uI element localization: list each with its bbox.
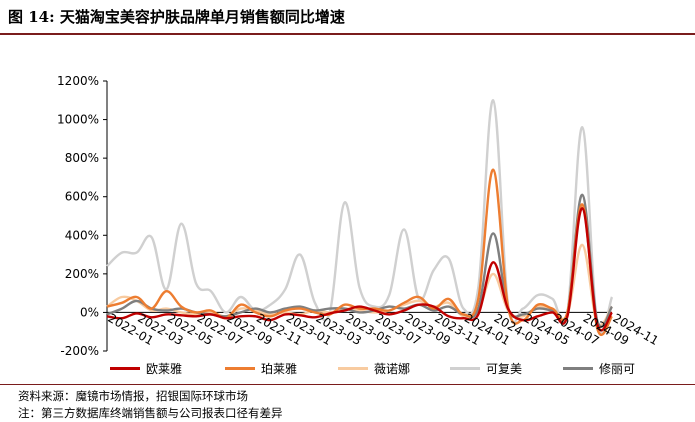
- y-tick-label: 1000%: [57, 113, 99, 127]
- y-tick-label: 800%: [65, 151, 99, 165]
- legend-item: 修丽可: [563, 360, 635, 377]
- legend-label: 珀莱雅: [261, 362, 298, 376]
- y-tick-label: 200%: [65, 267, 99, 281]
- legend-label: 可复美: [486, 362, 523, 376]
- y-tick-label: -200%: [60, 344, 99, 358]
- legend-item: 可复美: [450, 360, 522, 377]
- note-text: 注：第三方数据库终端销售额与公司报表口径有差异: [18, 406, 283, 420]
- legend-label: 修丽可: [599, 362, 636, 376]
- y-tick-label: 0%: [80, 305, 99, 319]
- footer-rule: [0, 384, 695, 385]
- legend-label: 薇诺娜: [374, 362, 411, 376]
- title-rule: [0, 33, 695, 35]
- figure-title: 图 14: 天猫淘宝美容护肤品牌单月销售额同比增速: [8, 8, 345, 26]
- legend-swatch: [225, 367, 255, 370]
- y-tick-label: 1200%: [57, 74, 99, 88]
- line-chart: 1200%1000%800%600%400%200%0%-200%2022-01…: [57, 74, 661, 358]
- legend-swatch: [563, 367, 593, 370]
- legend-swatch: [450, 367, 480, 370]
- legend-item: 珀莱雅: [225, 360, 297, 377]
- legend-item: 薇诺娜: [338, 360, 410, 377]
- y-tick-label: 400%: [65, 228, 99, 242]
- y-tick-label: 600%: [65, 190, 99, 204]
- legend-item: 欧莱雅: [110, 360, 182, 377]
- legend-label: 欧莱雅: [146, 362, 183, 376]
- legend-swatch: [110, 367, 140, 370]
- source-text: 资料来源：魔镜市场情报，招银国际环球市场: [18, 389, 248, 403]
- chart-legend: 欧莱雅 珀莱雅 薇诺娜 可复美 修丽可: [0, 360, 695, 380]
- legend-swatch: [338, 367, 368, 370]
- series-line-1: [106, 207, 614, 332]
- series-line-4: [106, 99, 614, 335]
